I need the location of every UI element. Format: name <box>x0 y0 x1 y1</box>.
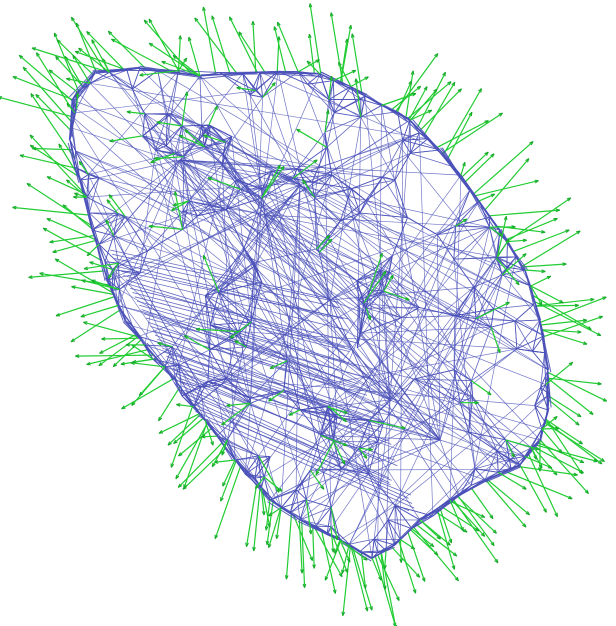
vertex-normals <box>0 3 608 626</box>
wireframe-mesh <box>67 65 552 562</box>
vertex-normals-front <box>48 35 574 581</box>
